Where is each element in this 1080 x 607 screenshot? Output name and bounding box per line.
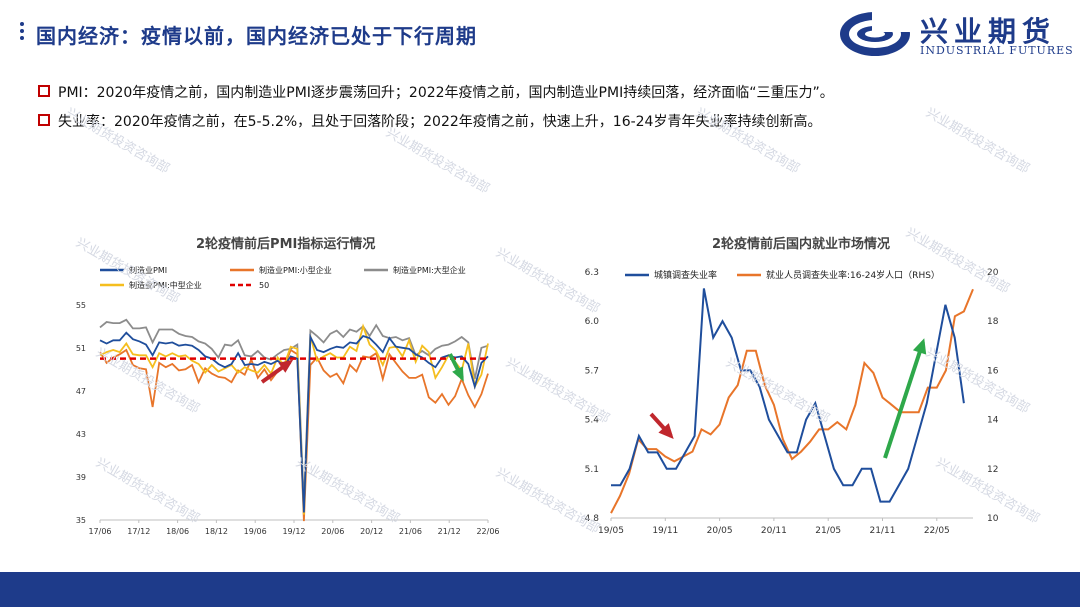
title-decoration bbox=[20, 22, 26, 43]
pmi-x-tick-label: 19/12 bbox=[282, 527, 305, 536]
employment-x-tick-label: 21/05 bbox=[815, 526, 841, 536]
employment-left-tick-label: 4.8 bbox=[585, 514, 600, 524]
employment-legend-label: 就业人员调查失业率:16-24岁人口（RHS） bbox=[766, 269, 940, 281]
page-title: 国内经济：疫情以前，国内经济已处于下行周期 bbox=[36, 24, 477, 48]
employment-x-tick-label: 19/05 bbox=[598, 526, 624, 536]
pmi-x-tick-label: 20/12 bbox=[360, 527, 383, 536]
bullet-pmi-text: PMI：2020年疫情之前，国内制造业PMI逐步震荡回升；2022年疫情之前，国… bbox=[58, 85, 834, 101]
bullet-pmi: PMI：2020年疫情之前，国内制造业PMI逐步震荡回升；2022年疫情之前，国… bbox=[38, 82, 834, 102]
pmi-x-tick-label: 18/06 bbox=[166, 527, 189, 536]
employment-right-tick-label: 18 bbox=[987, 317, 999, 327]
pmi-y-tick-label: 35 bbox=[76, 516, 86, 525]
employment-x-tick-label: 21/11 bbox=[870, 526, 896, 536]
pmi-y-tick-label: 51 bbox=[76, 344, 86, 353]
bullet-box-icon bbox=[38, 85, 50, 97]
employment-right-tick-label: 10 bbox=[987, 514, 999, 524]
pmi-legend-label: 50 bbox=[259, 281, 269, 290]
employment-right-tick-label: 14 bbox=[987, 416, 999, 426]
watermark: 兴业期货投资咨询部 bbox=[383, 125, 492, 197]
pmi-legend-label: 制造业PMI:大型企业 bbox=[393, 265, 466, 275]
logo-mark-icon bbox=[840, 8, 912, 56]
pmi-series-line bbox=[99, 318, 489, 505]
logo-chinese-text: 兴业期货 bbox=[920, 15, 1057, 48]
pmi-x-tick-label: 18/12 bbox=[205, 527, 228, 536]
pmi-x-tick-label: 17/06 bbox=[88, 527, 111, 536]
employment-right-tick-label: 12 bbox=[987, 465, 998, 475]
youth-unemployment-line bbox=[610, 288, 974, 514]
pmi-x-tick-label: 21/12 bbox=[438, 527, 461, 536]
pmi-y-tick-label: 39 bbox=[76, 473, 86, 482]
employment-x-tick-label: 20/05 bbox=[707, 526, 733, 536]
pmi-series-line bbox=[99, 348, 489, 522]
employment-legend-label: 城镇调查失业率 bbox=[654, 269, 717, 281]
pmi-x-tick-label: 17/12 bbox=[127, 527, 150, 536]
employment-left-tick-label: 6.3 bbox=[585, 268, 599, 278]
pmi-series-line bbox=[99, 323, 489, 515]
pmi-x-tick-label: 20/06 bbox=[321, 527, 344, 536]
employment-x-tick-label: 19/11 bbox=[652, 526, 678, 536]
pmi-x-tick-label: 19/06 bbox=[244, 527, 267, 536]
green-arrow-icon-head bbox=[452, 366, 464, 382]
employment-right-tick-label: 16 bbox=[987, 366, 999, 376]
green-arrow-icon bbox=[883, 341, 925, 459]
pmi-y-tick-label: 55 bbox=[76, 301, 86, 310]
pmi-y-tick-label: 43 bbox=[76, 430, 86, 439]
pmi-y-tick-label: 47 bbox=[76, 387, 86, 396]
employment-chart: 4.8 5.1 5.4 5.7 6.0 6.3 10 12 14 16 18 20 19/05 19/11… bbox=[585, 268, 999, 536]
pmi-legend-label: 制造业PMI:中型企业 bbox=[129, 280, 202, 290]
pmi-chart: 35 39 43 47 51 55 17/06 17/12 18/06 18/12 19/06 19/… bbox=[76, 265, 500, 536]
employment-x-tick-label: 20/11 bbox=[761, 526, 787, 536]
pmi-x-tick-label: 21/06 bbox=[399, 527, 422, 536]
urban-unemployment-line bbox=[611, 288, 965, 503]
watermark: 兴业期货投资咨询部 bbox=[923, 105, 1032, 177]
employment-left-tick-label: 5.1 bbox=[585, 465, 599, 475]
employment-x-tick-label: 22/05 bbox=[924, 526, 950, 536]
employment-left-tick-label: 6.0 bbox=[585, 317, 600, 327]
pmi-chart-title: 2轮疫情前后PMI指标运行情况 bbox=[196, 237, 376, 252]
employment-left-tick-label: 5.7 bbox=[585, 366, 599, 376]
logo-english-text: INDUSTRIAL FUTURES bbox=[920, 44, 1074, 57]
bullet-unemployment-text: 失业率：2020年疫情之前，在5-5.2%，且处于回落阶段；2022年疫情之前，… bbox=[58, 114, 822, 130]
pmi-legend-label: 制造业PMI:小型企业 bbox=[259, 265, 332, 275]
bullet-unemployment: 失业率：2020年疫情之前，在5-5.2%，且处于回落阶段；2022年疫情之前，… bbox=[38, 111, 821, 131]
employment-left-tick-label: 5.4 bbox=[585, 416, 600, 426]
footer-bar bbox=[0, 572, 1080, 607]
red-arrow-icon-head bbox=[658, 423, 674, 439]
pmi-x-tick-label: 22/06 bbox=[476, 527, 499, 536]
bullet-box-icon bbox=[38, 114, 50, 126]
pmi-legend-label: 制造业PMI bbox=[129, 265, 167, 275]
employment-chart-title: 2轮疫情前后国内就业市场情况 bbox=[712, 237, 891, 252]
company-logo: 兴业期货 INDUSTRIAL FUTURES bbox=[838, 8, 1073, 60]
employment-right-tick-label: 20 bbox=[987, 268, 999, 278]
green-arrow-icon-head bbox=[912, 338, 927, 355]
red-arrow-icon-head bbox=[278, 359, 294, 373]
